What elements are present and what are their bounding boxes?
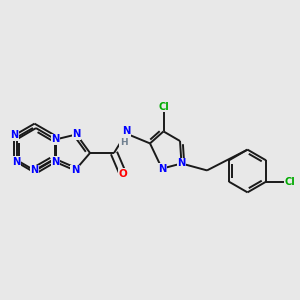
Text: N: N xyxy=(72,129,81,140)
Text: N: N xyxy=(71,165,79,176)
Text: N: N xyxy=(51,157,60,167)
Text: H: H xyxy=(120,138,128,147)
Text: O: O xyxy=(118,169,127,179)
Text: Cl: Cl xyxy=(285,177,296,187)
Text: N: N xyxy=(10,130,18,140)
Text: N: N xyxy=(158,164,166,174)
Text: N: N xyxy=(122,126,130,136)
Text: N: N xyxy=(51,134,60,145)
Text: N: N xyxy=(30,165,39,176)
Text: N: N xyxy=(177,158,186,169)
Text: Cl: Cl xyxy=(158,101,169,112)
Text: N: N xyxy=(12,157,21,167)
